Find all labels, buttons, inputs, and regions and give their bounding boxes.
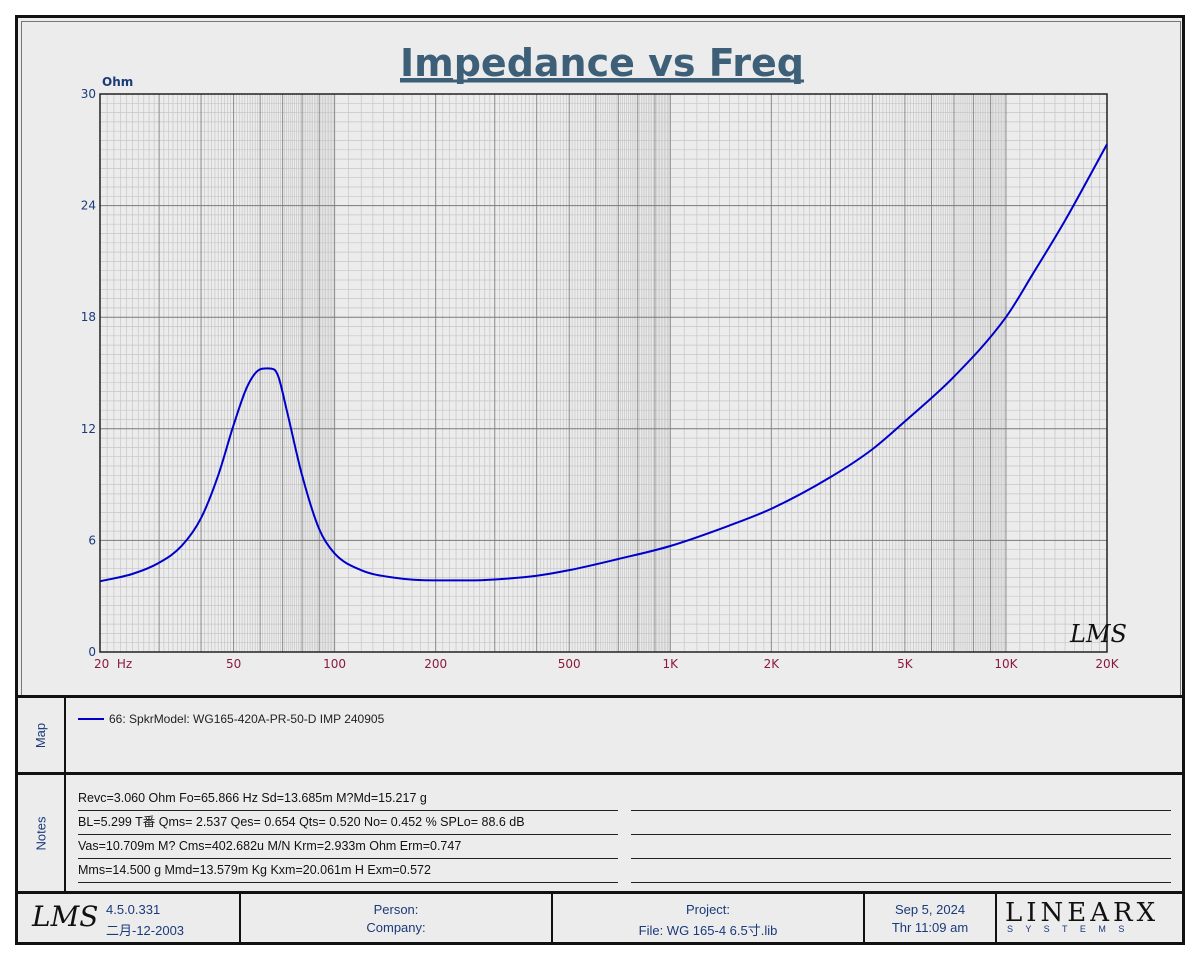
lms-watermark: LMS: [1069, 620, 1127, 648]
window-frame: 20 Hz 50 100 200 500 1K 2K 5K 10K 20K 0 6 12 18 24 30 …: [15, 15, 1185, 945]
plot-panel: 20 Hz 50 100 200 500 1K 2K 5K 10K 20K 0 6 12 18 24 30 …: [21, 21, 1181, 697]
linearx-brand: LINEARX: [1005, 898, 1160, 928]
x-tick-label: 2K: [764, 657, 781, 671]
x-tick-label: 10K: [994, 657, 1018, 671]
separator-footer: [18, 891, 1182, 894]
note-blank-line: [631, 837, 1171, 859]
y-tick-label: 30: [81, 87, 96, 101]
note-line-2: BL=5.299 T番 Qms= 2.537 Qes= 0.654 Qts= 0…: [78, 813, 618, 835]
footer-project-cell: Project: File: WG 165-4 6.5寸.lib: [553, 894, 865, 942]
file-label: File: WG 165-4 6.5寸.lib: [638, 923, 778, 938]
note-line-4: Mms=14.500 g Mmd=13.579m Kg Kxm=20.061m …: [78, 861, 618, 883]
y-tick-label: 0: [88, 645, 96, 659]
map-tab-label: Map: [33, 722, 49, 748]
y-tick-label: 18: [81, 310, 96, 324]
impedance-series-line: [99, 143, 1108, 583]
x-tick-label: 5K: [897, 657, 914, 671]
footer-date-cell: Sep 5, 2024 Thr 11:09 am: [865, 894, 997, 942]
footer-date: Sep 5, 2024: [894, 902, 966, 917]
linearx-logo: LINEARX S Y S T E M S: [997, 894, 1182, 942]
x-tick-label: 100: [323, 657, 346, 671]
legend-label: 66: SpkrModel: WG165-420A-PR-50-D IMP 24…: [109, 712, 385, 726]
plot-border: [99, 93, 1108, 653]
x-tick-label: 20 Hz: [94, 657, 132, 671]
project-label: Project:: [685, 902, 731, 917]
footer-lms-logo: LMS: [32, 900, 99, 933]
footer-version-cell: LMS 4.5.0.331 二月-12-2003: [18, 894, 241, 942]
footer-build-date: 二月-12-2003: [106, 923, 185, 938]
y-tick-label: 24: [81, 199, 96, 213]
note-blank-line: [631, 861, 1171, 883]
legend-swatch: [78, 718, 104, 720]
notes-panel: Revc=3.060 Ohm Fo=65.866 Hz Sd=13.685m M…: [66, 775, 1182, 891]
separator-notes: [18, 772, 1182, 775]
note-line-3: Vas=10.709m M? Cms=402.682u M/N Krm=2.93…: [78, 837, 618, 859]
y-tick-label: 6: [88, 533, 96, 547]
footer-bar: LMS 4.5.0.331 二月-12-2003 Person: Company…: [18, 894, 1182, 942]
company-label: Company:: [366, 920, 426, 935]
map-tab[interactable]: Map: [18, 698, 66, 772]
y-axis-unit: Ohm: [102, 75, 133, 89]
footer-version: 4.5.0.331: [106, 902, 161, 917]
legend-entry[interactable]: 66: SpkrModel: WG165-420A-PR-50-D IMP 24…: [78, 712, 384, 726]
notes-tab-label: Notes: [33, 816, 49, 850]
note-blank-line: [631, 789, 1171, 811]
note-line-1: Revc=3.060 Ohm Fo=65.866 Hz Sd=13.685m M…: [78, 789, 618, 811]
x-tick-label: 20K: [1095, 657, 1119, 671]
linearx-subtitle: S Y S T E M S: [1007, 924, 1130, 934]
x-tick-label: 200: [424, 657, 447, 671]
chart-title: Impedance vs Freq: [400, 41, 804, 85]
notes-tab[interactable]: Notes: [18, 775, 66, 891]
y-tick-label: 12: [81, 422, 96, 436]
separator-map: [18, 695, 1182, 698]
map-legend: 66: SpkrModel: WG165-420A-PR-50-D IMP 24…: [66, 698, 1182, 772]
x-tick-label: 500: [558, 657, 581, 671]
x-tick-label: 50: [226, 657, 241, 671]
note-blank-line: [631, 813, 1171, 835]
impedance-chart: 20 Hz 50 100 200 500 1K 2K 5K 10K 20K 0612182430 …: [81, 41, 1127, 671]
x-tick-label: 1K: [663, 657, 680, 671]
footer-time: Thr 11:09 am: [891, 920, 969, 935]
footer-person-cell: Person: Company:: [241, 894, 553, 942]
person-label: Person:: [373, 902, 419, 917]
